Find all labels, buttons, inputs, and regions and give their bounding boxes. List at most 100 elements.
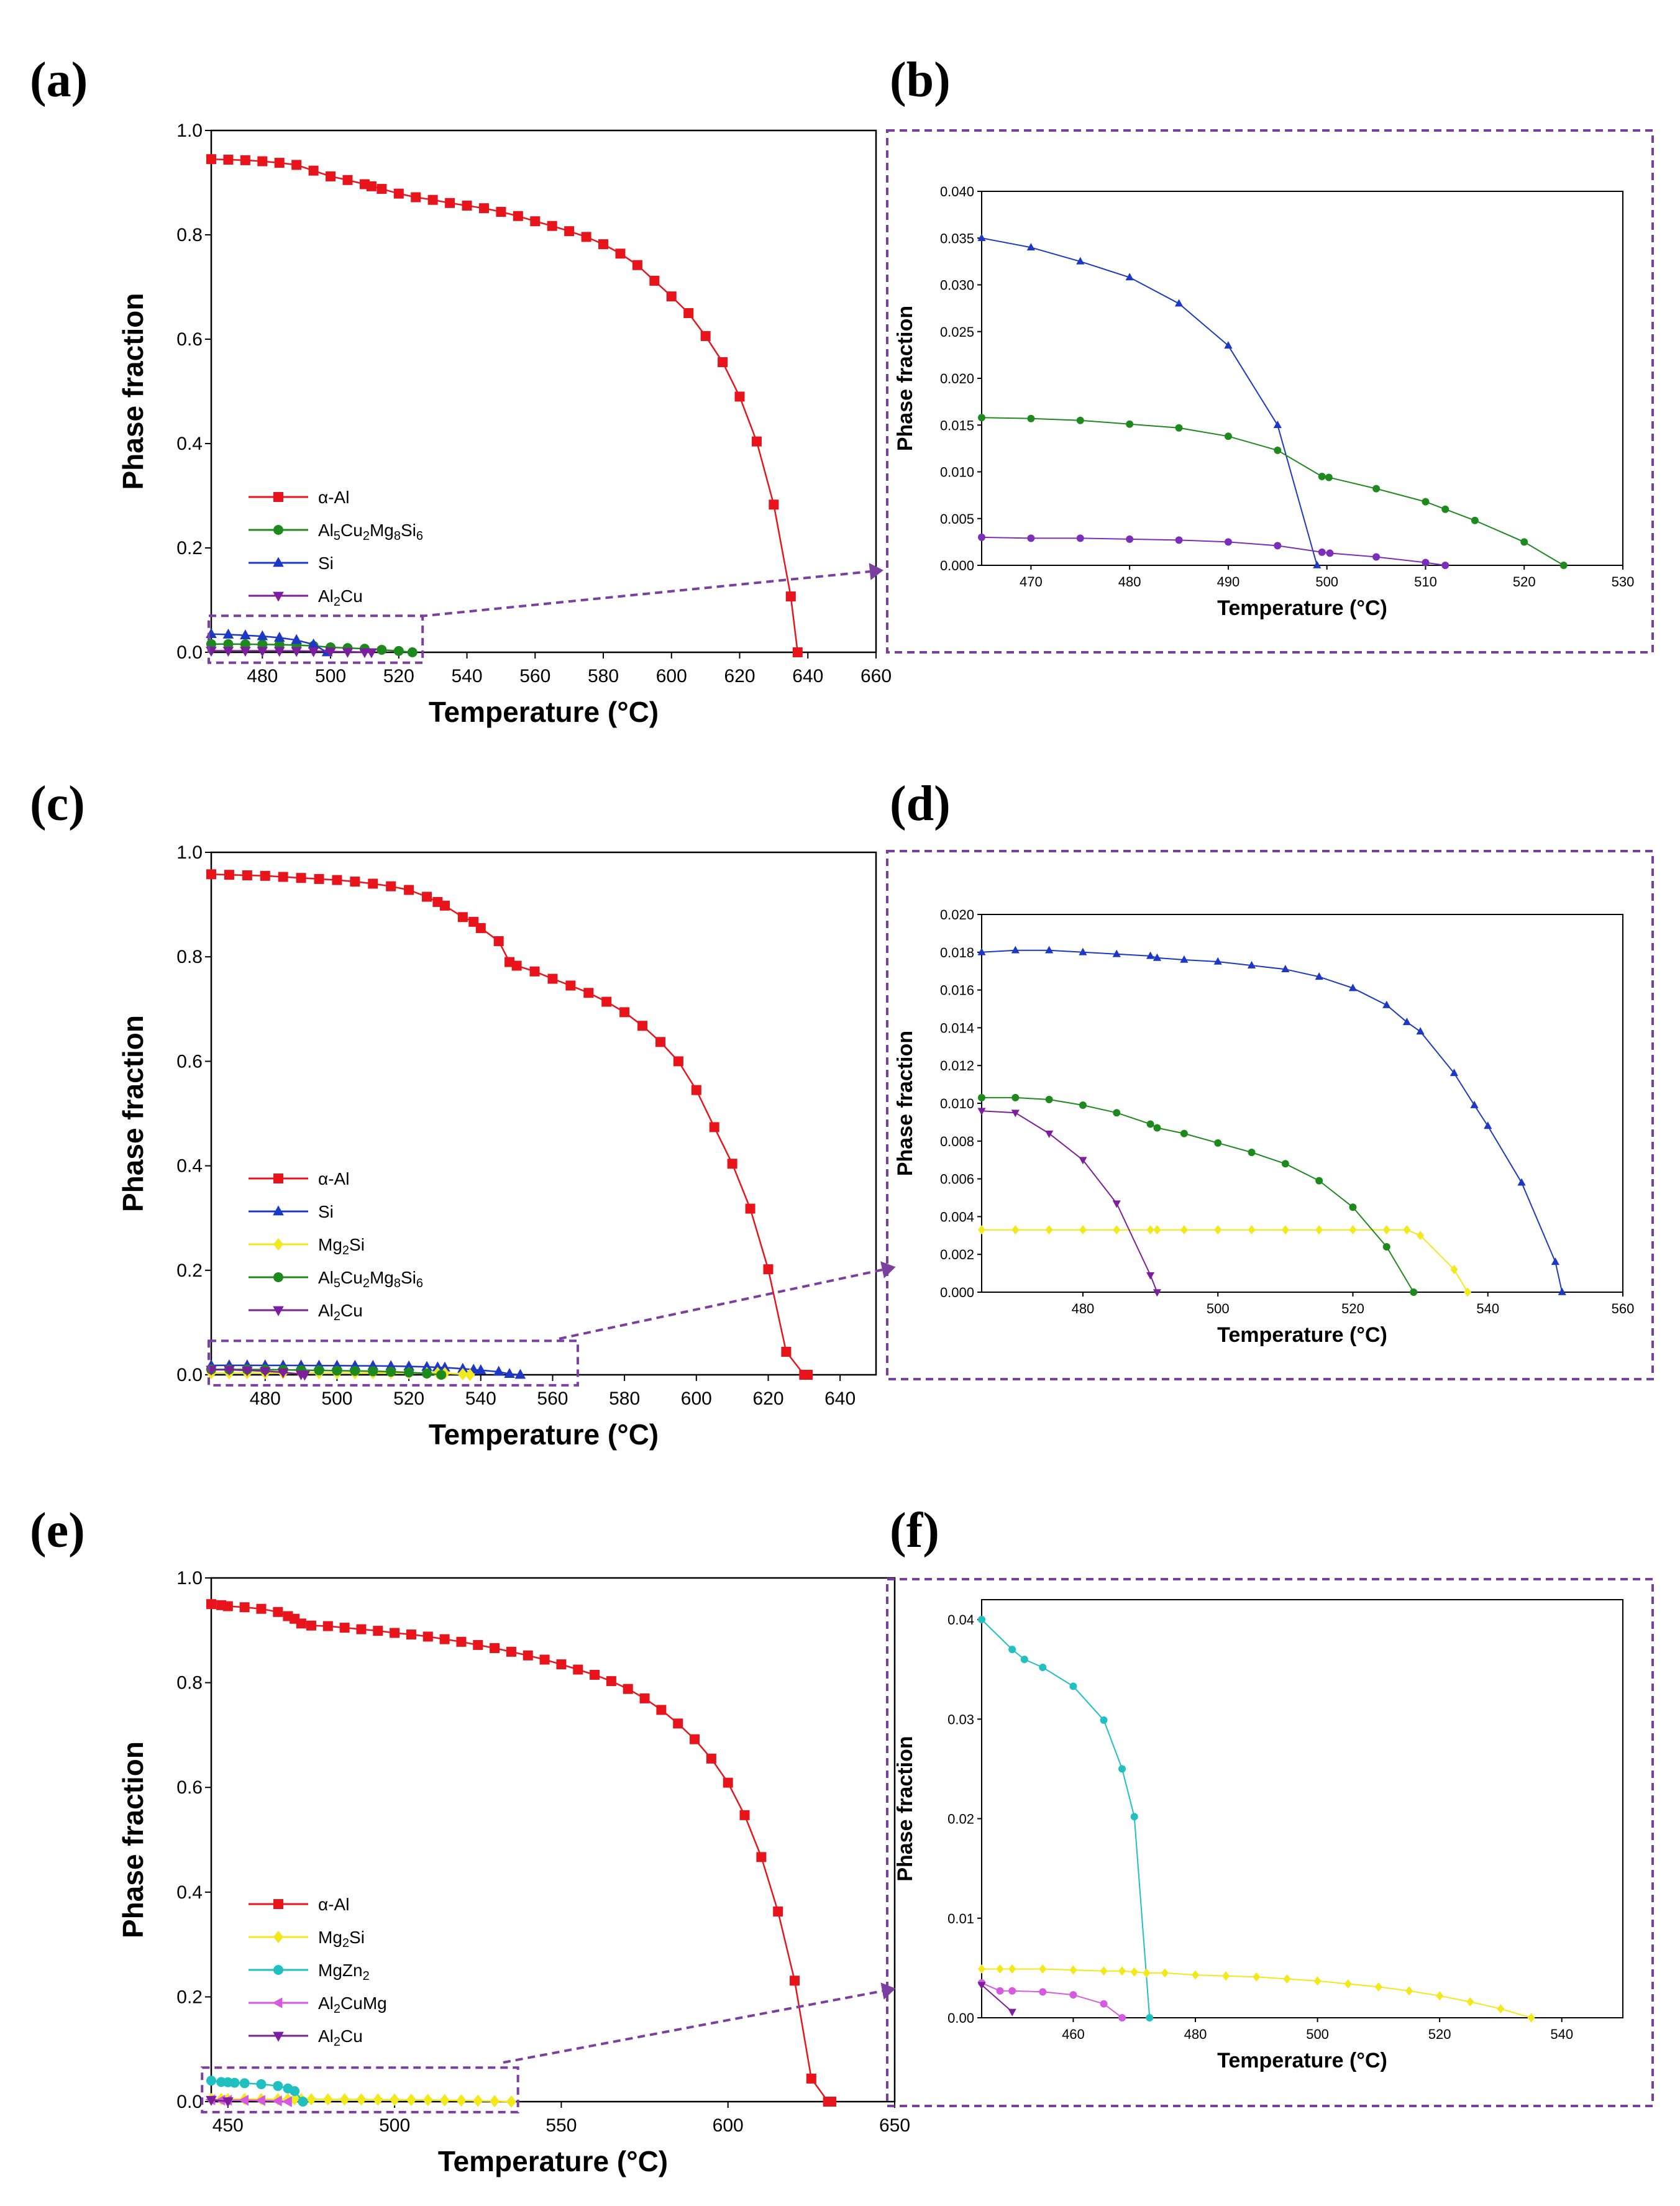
axes-box-a [210, 129, 877, 654]
data-point-al2cu [222, 647, 234, 657]
data-point-alpha_al [493, 936, 504, 946]
data-point-alpha_al [700, 330, 711, 341]
data-point-al5cu2mg8si6 [332, 1365, 342, 1376]
x-axis-title: Temperature (°C) [429, 696, 659, 728]
legend-marker-al2cu [273, 2031, 284, 2042]
series-group [205, 1599, 837, 2108]
axes-box-c [210, 851, 877, 1376]
data-point-al5cu2mg8si6 [1146, 1120, 1154, 1128]
data-point-alpha_al [256, 1603, 267, 1614]
zoom-box-a [208, 614, 424, 664]
data-point-alpha_al [547, 221, 557, 231]
data-point-al5cu2mg8si6 [1248, 1149, 1256, 1157]
data-point-mg2si [465, 1369, 475, 1381]
data-point-mg2si [1039, 1964, 1047, 1974]
data-point-mg2si [406, 2094, 416, 2107]
y-tick-label: 1.0 [176, 1568, 203, 1588]
legend-text-part: α-Al [318, 1895, 349, 1914]
data-point-al2cu [277, 1368, 289, 1379]
data-point-mg2si [1180, 1225, 1188, 1235]
data-point-mgzn2 [1100, 1716, 1108, 1724]
data-point-mgzn2 [298, 2097, 308, 2107]
data-point-alpha_al [422, 1631, 433, 1642]
data-point-al5cu2mg8si6 [1274, 446, 1282, 454]
y-axis-title: Phase fraction [893, 1736, 917, 1881]
data-point-alpha_al [332, 875, 342, 885]
data-point-alpha_al [206, 869, 216, 880]
data-point-alpha_al [590, 1669, 600, 1680]
data-point-si [421, 1361, 432, 1371]
data-point-alpha_al [274, 158, 285, 168]
x-tick-label: 560 [519, 666, 550, 686]
x-tick-label: 530 [1612, 574, 1635, 590]
legend-label-al5cu2mg8si6: Al5Cu2Mg8Si6 [318, 1268, 423, 1290]
legend-text-part: Si [318, 554, 334, 573]
legend-text-part: Al [318, 2026, 334, 2046]
data-point-si [1153, 953, 1162, 961]
data-point-al5cu2mg8si6 [350, 1365, 360, 1376]
y-tick-label: 0.014 [940, 1020, 974, 1036]
y-tick-label: 1.0 [176, 121, 203, 141]
data-point-si [385, 1360, 396, 1370]
data-point-al5cu2mg8si6 [1325, 473, 1333, 481]
data-point-si [977, 947, 986, 955]
x-axis-title: Temperature (°C) [1217, 1323, 1387, 1347]
data-point-mg2si [490, 2095, 500, 2108]
legend-text-part: Cu [340, 2026, 363, 2046]
data-point-mg2si [456, 2094, 467, 2107]
data-point-alpha_al [308, 165, 319, 176]
data-point-al2cu [259, 1367, 271, 1377]
y-tick-label: 0.6 [176, 1051, 203, 1072]
data-point-si [475, 1364, 486, 1374]
panel-label-e: (e) [30, 1503, 85, 1558]
data-point-al5cu2mg8si6 [422, 1368, 432, 1379]
data-point-al5cu2mg8si6 [1422, 498, 1430, 506]
data-point-alpha_al [404, 885, 414, 895]
y-tick-label: 0.002 [940, 1247, 974, 1262]
zoom-arrow-line-a [419, 570, 870, 618]
legend-label-al5cu2mg8si6: Al5Cu2Mg8Si6 [318, 521, 423, 543]
legend-marker-al5cu2mg8si6 [273, 1272, 283, 1282]
data-point-si [1313, 560, 1322, 568]
data-point-alpha_al [606, 1676, 616, 1687]
data-point-al5cu2mg8si6 [240, 639, 250, 649]
legend-text-part: α-Al [318, 1169, 349, 1188]
data-point-si [1174, 299, 1184, 307]
data-point-si [1247, 960, 1256, 969]
data-point-mg2si [1248, 1225, 1256, 1235]
legend-subscript: 2 [334, 1310, 340, 1323]
data-point-al5cu2mg8si6 [1027, 414, 1035, 422]
data-point-alpha_al [439, 1634, 450, 1644]
data-point-al2cu [299, 1370, 311, 1381]
data-point-mgzn2 [978, 1616, 985, 1624]
data-point-mgzn2 [1118, 1765, 1126, 1773]
x-tick-label: 450 [212, 2115, 244, 2136]
x-axis-title: Temperature (°C) [429, 1418, 659, 1451]
legend-text-part: Si [349, 1235, 365, 1254]
data-point-alpha_al [490, 1643, 500, 1653]
x-tick-label: 540 [1550, 2026, 1573, 2042]
data-point-alpha_al [683, 308, 694, 318]
data-point-alpha_al [523, 1650, 533, 1661]
y-tick-label: 0.018 [940, 945, 974, 960]
data-point-al2cu [1146, 1272, 1155, 1280]
x-tick-label: 600 [713, 2115, 744, 2136]
y-tick-label: 0.0 [176, 1365, 203, 1385]
legend-text-part: Si [401, 1268, 416, 1287]
data-point-mgzn2 [239, 2078, 250, 2089]
data-point-al2cu_purple [1318, 548, 1326, 556]
data-point-al2cumg [239, 2095, 249, 2106]
data-point-alpha_al [511, 960, 522, 971]
data-point-alpha_al [306, 1620, 316, 1631]
data-point-alpha_al [260, 870, 270, 881]
data-point-al2cu_purple [1422, 558, 1430, 567]
series-line-si [981, 949, 1563, 1293]
data-point-al2cumg [1069, 1991, 1077, 1999]
data-point-al2cu [242, 1366, 253, 1377]
legend-text-part: MgZn [318, 1961, 363, 1980]
x-tick-label: 580 [588, 666, 619, 686]
x-tick-label: 650 [879, 2115, 910, 2136]
data-point-mgzn2 [1020, 1656, 1028, 1664]
zoom-arrow-head-e [880, 1982, 896, 2000]
